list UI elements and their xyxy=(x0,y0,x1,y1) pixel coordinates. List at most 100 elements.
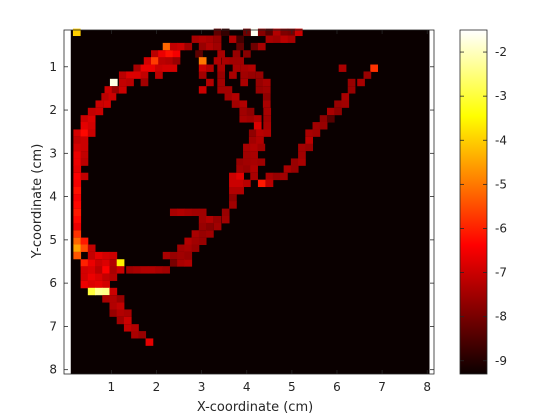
heatmap-cell xyxy=(140,71,149,79)
heatmap-cell xyxy=(118,86,127,94)
heatmap-cell xyxy=(229,179,237,188)
heatmap-cell xyxy=(80,129,89,137)
heatmap-cell xyxy=(80,273,89,281)
heatmap-cell xyxy=(184,208,193,217)
heatmap-cell xyxy=(116,259,125,267)
heatmap-cell xyxy=(80,259,89,267)
heatmap-cell xyxy=(109,259,118,267)
heatmap-cell xyxy=(102,251,110,260)
heatmap-cell xyxy=(87,129,96,137)
heatmap-cell xyxy=(217,50,226,58)
heatmap-cell xyxy=(206,230,214,238)
heatmap-cell xyxy=(243,50,251,58)
y-tick-label: 7 xyxy=(49,319,57,333)
heatmap-cell xyxy=(143,57,152,65)
heatmap-cell xyxy=(73,136,82,145)
heatmap-cell xyxy=(250,172,258,181)
y-tick-label: 3 xyxy=(49,146,57,160)
heatmap-cell xyxy=(224,93,233,101)
heatmap-cell xyxy=(246,115,255,123)
heatmap-cell xyxy=(104,86,113,94)
heatmap-cell xyxy=(213,57,222,65)
heatmap-cell xyxy=(198,237,207,246)
heatmap-cell xyxy=(263,129,272,137)
x-tick-label: 2 xyxy=(153,380,161,394)
heatmap-cell xyxy=(236,35,244,43)
heatmap-cell xyxy=(256,136,264,145)
heatmap-cell xyxy=(73,251,82,260)
heatmap-cell xyxy=(257,42,266,51)
heatmap-cell xyxy=(221,57,230,65)
heatmap-cell xyxy=(158,57,166,65)
heatmap-cell xyxy=(305,143,314,152)
heatmap-cell xyxy=(248,136,257,145)
heatmap-cell xyxy=(272,28,281,37)
heatmap-cell xyxy=(80,143,89,152)
heatmap-cell xyxy=(257,158,266,166)
x-tick-label: 8 xyxy=(423,380,431,394)
heatmap-cell xyxy=(236,42,244,51)
heatmap-cell xyxy=(162,266,170,274)
heatmap-cell xyxy=(87,280,96,289)
heatmap-cell xyxy=(116,295,125,303)
plot-frame xyxy=(63,29,435,375)
colorbar xyxy=(459,29,488,375)
heatmap-cell xyxy=(257,143,266,152)
heatmap-cell xyxy=(165,50,174,58)
heatmap-cell xyxy=(123,324,132,332)
heatmap-cell xyxy=(250,143,258,152)
heatmap-cell xyxy=(123,309,132,317)
heatmap-cell xyxy=(319,122,328,130)
heatmap-cell xyxy=(243,151,251,159)
heatmap-cell xyxy=(109,251,118,260)
heatmap-cell xyxy=(87,287,96,296)
heatmap-cell xyxy=(357,78,365,87)
heatmap-cell xyxy=(80,237,89,246)
heatmap-cell xyxy=(312,129,321,137)
heatmap-cell xyxy=(246,107,255,116)
heatmap-cell xyxy=(73,222,82,231)
heatmap-cell xyxy=(87,273,96,281)
heatmap-cell xyxy=(312,122,321,130)
heatmap-cell xyxy=(229,71,237,79)
heatmap-cell xyxy=(73,244,82,252)
heatmap-cell xyxy=(229,35,237,43)
heatmap-cell xyxy=(265,35,274,43)
heatmap-cell xyxy=(184,259,193,267)
heatmap-cell xyxy=(347,78,356,87)
heatmap-cell xyxy=(169,42,178,51)
heatmap-cell xyxy=(262,93,271,101)
heatmap-cell xyxy=(191,230,200,238)
heatmap-cell xyxy=(155,266,163,274)
heatmap-cell xyxy=(250,28,259,37)
heatmap-cell xyxy=(140,64,149,72)
heatmap-cell xyxy=(102,287,110,296)
heatmap-cell xyxy=(305,136,314,145)
heatmap-cell xyxy=(73,201,82,209)
colorbar-tick-label: -2 xyxy=(495,45,507,59)
heatmap-cell xyxy=(240,78,249,87)
heatmap-cell xyxy=(217,86,226,94)
heatmap-cell xyxy=(73,143,82,152)
heatmap-cell xyxy=(253,115,262,123)
heatmap-cell xyxy=(248,71,256,79)
heatmap-cell xyxy=(206,78,214,87)
x-tick-label: 3 xyxy=(198,380,206,394)
heatmap-cell xyxy=(370,64,378,72)
heatmap-cell xyxy=(213,28,222,37)
heatmap-cell xyxy=(290,158,299,166)
heatmap-cell xyxy=(198,57,207,65)
heatmap-cell xyxy=(217,71,226,79)
heatmap-cell xyxy=(298,158,306,166)
heatmap-cell xyxy=(198,208,207,217)
y-axis-label: Y-coordinate (cm) xyxy=(30,144,45,260)
heatmap-cell xyxy=(257,179,266,188)
heatmap-cell xyxy=(294,28,303,37)
heatmap-cell xyxy=(95,287,103,296)
heatmap-cell xyxy=(126,78,134,87)
heatmap-cell xyxy=(206,215,214,224)
heatmap-cell xyxy=(232,64,241,72)
heatmap-cell xyxy=(172,57,181,65)
heatmap-cell xyxy=(213,35,222,43)
x-tick-label: 6 xyxy=(333,380,341,394)
